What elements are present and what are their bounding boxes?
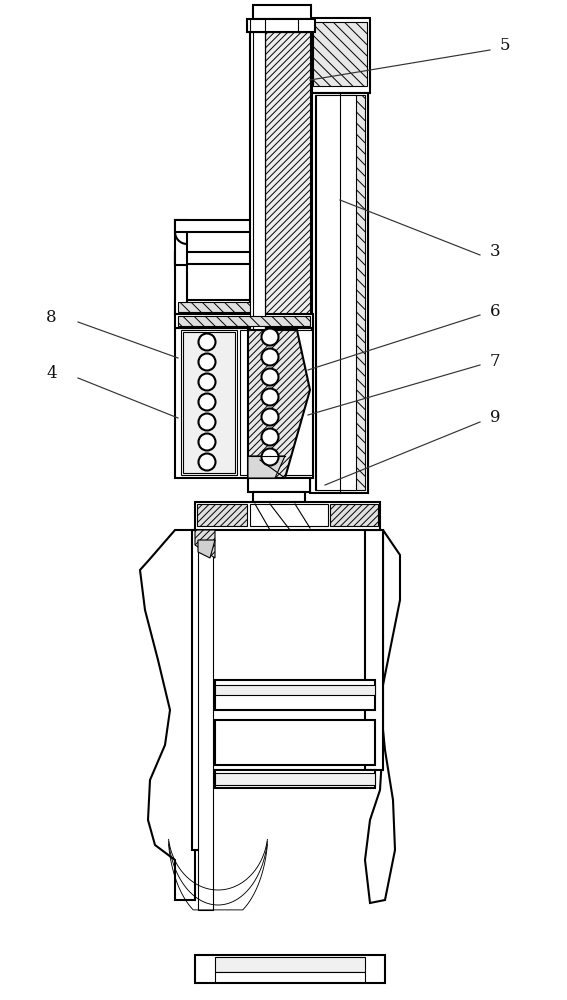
Circle shape — [261, 368, 278, 385]
Polygon shape — [140, 530, 195, 900]
Text: 5: 5 — [500, 37, 510, 54]
Text: 4: 4 — [46, 365, 57, 382]
Text: 6: 6 — [490, 302, 501, 320]
Bar — [253, 492, 305, 502]
Polygon shape — [248, 456, 285, 478]
Text: 3: 3 — [490, 242, 501, 259]
Circle shape — [198, 454, 215, 471]
Text: 9: 9 — [490, 410, 501, 426]
Bar — [250, 32, 312, 432]
Bar — [197, 504, 247, 526]
Bar — [198, 530, 213, 910]
Circle shape — [198, 414, 215, 430]
Bar — [310, 93, 368, 493]
Text: 7: 7 — [490, 353, 501, 369]
Bar — [248, 478, 310, 492]
Circle shape — [198, 334, 215, 351]
Circle shape — [261, 408, 278, 426]
Bar — [215, 770, 375, 788]
Bar — [175, 328, 313, 478]
Polygon shape — [198, 540, 215, 558]
Bar — [175, 252, 187, 314]
Bar — [215, 680, 375, 710]
Circle shape — [261, 388, 278, 406]
Bar — [195, 955, 385, 983]
Polygon shape — [195, 530, 215, 558]
Circle shape — [198, 354, 215, 370]
Circle shape — [261, 349, 278, 365]
Bar — [316, 95, 356, 490]
Bar — [175, 300, 253, 314]
Bar — [175, 252, 253, 264]
Bar — [240, 330, 312, 475]
Bar — [310, 18, 370, 93]
Bar — [215, 972, 365, 982]
Bar — [195, 502, 380, 530]
Circle shape — [261, 328, 278, 346]
Bar — [215, 685, 375, 695]
Bar — [215, 720, 375, 765]
Bar — [250, 32, 265, 432]
Bar — [330, 504, 378, 526]
Text: 8: 8 — [46, 310, 57, 326]
Bar — [215, 957, 365, 972]
Circle shape — [261, 428, 278, 446]
Bar — [215, 773, 375, 785]
Bar — [178, 302, 250, 312]
Bar — [250, 504, 328, 526]
Bar — [175, 220, 253, 232]
Bar — [315, 95, 365, 490]
Circle shape — [198, 373, 215, 390]
Circle shape — [261, 448, 278, 466]
Bar — [175, 220, 187, 265]
Polygon shape — [365, 530, 400, 903]
Bar — [365, 530, 383, 770]
Circle shape — [198, 393, 215, 410]
Bar — [253, 5, 311, 19]
Bar — [178, 316, 310, 326]
Bar — [181, 330, 237, 475]
Bar — [175, 314, 313, 328]
Bar — [183, 332, 235, 473]
Bar — [265, 32, 311, 432]
Circle shape — [198, 434, 215, 450]
Polygon shape — [248, 330, 310, 478]
Bar — [313, 22, 367, 86]
Bar — [192, 530, 204, 850]
Bar — [247, 19, 315, 32]
